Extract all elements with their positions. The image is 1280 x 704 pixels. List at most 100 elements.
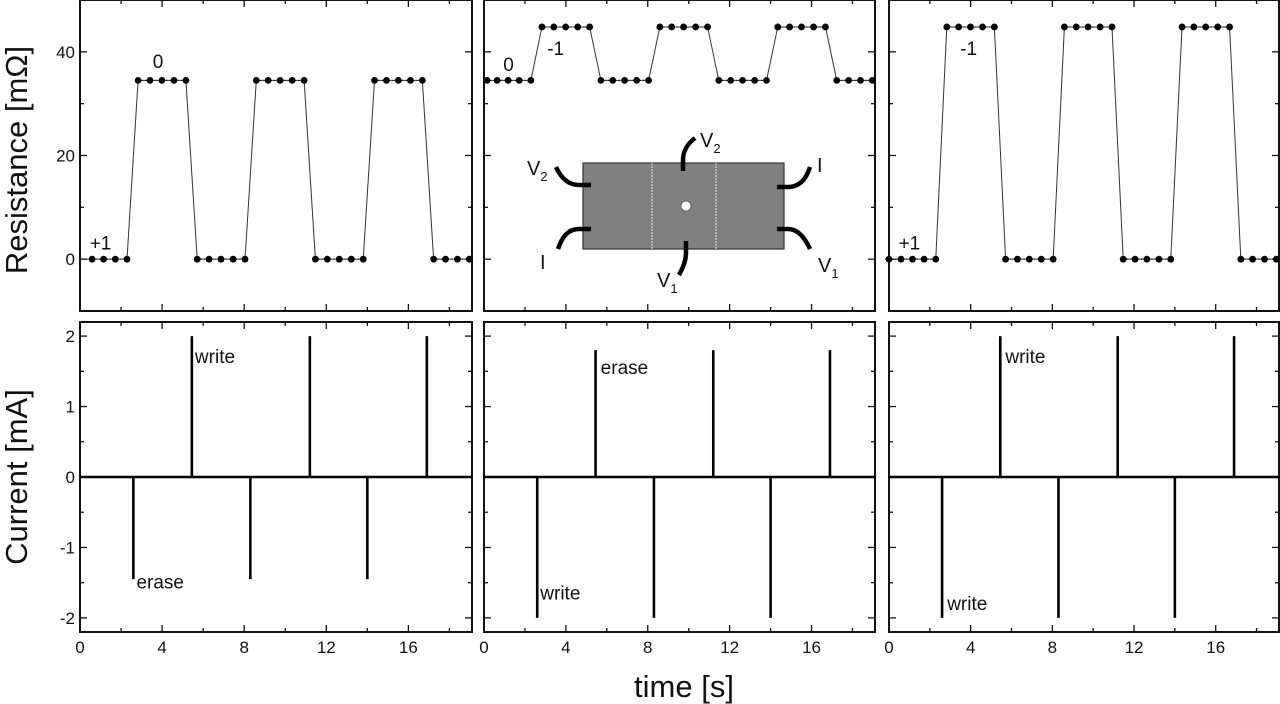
- resistance-line: [92, 79, 470, 260]
- data-point: [493, 76, 501, 84]
- data-point: [1249, 255, 1257, 263]
- x-tick-label: 8: [1048, 638, 1057, 657]
- data-point: [1261, 255, 1268, 263]
- x-tick-label: 12: [720, 638, 739, 657]
- data-point: [465, 255, 473, 263]
- data-point: [1226, 23, 1233, 31]
- data-point: [868, 76, 876, 84]
- annotation-label: +1: [90, 234, 112, 255]
- plot-frame: [79, 0, 473, 312]
- data-point: [739, 76, 746, 84]
- panel-bottom-right: 0 4 8 12 16 write write: [884, 321, 1280, 657]
- data-point: [158, 76, 166, 84]
- data-point: [430, 255, 438, 263]
- data-point: [822, 23, 829, 31]
- data-point: [252, 76, 260, 84]
- x-tick-label: 0: [479, 638, 488, 657]
- data-point: [857, 76, 864, 84]
- data-point: [111, 255, 119, 263]
- data-point: [418, 76, 426, 84]
- data-point: [920, 255, 928, 263]
- data-point: [1025, 255, 1033, 263]
- data-point: [1049, 255, 1057, 263]
- x-tick-label: 16: [1206, 638, 1225, 657]
- y-tick-label: 2: [66, 327, 75, 346]
- annotation-label: erase: [136, 573, 184, 594]
- data-point: [704, 23, 711, 31]
- annotation-label: write: [1004, 347, 1045, 368]
- panel-top-right: +1 -1: [885, 0, 1280, 312]
- label-v1-right: V1: [818, 255, 839, 281]
- data-point: [371, 76, 378, 84]
- data-point: [1037, 255, 1045, 263]
- data-point: [932, 255, 940, 263]
- data-point: [347, 255, 355, 263]
- data-point: [692, 23, 700, 31]
- data-point: [833, 76, 841, 84]
- data-point: [359, 255, 367, 263]
- data-point: [323, 255, 331, 263]
- data-point: [1237, 255, 1245, 263]
- plot-frame: [888, 0, 1280, 312]
- data-point: [515, 76, 523, 84]
- data-point: [264, 76, 272, 84]
- data-point: [312, 255, 319, 263]
- data-point: [538, 23, 546, 31]
- lead-v1-right: [777, 226, 813, 250]
- label-i-right: I: [817, 155, 823, 177]
- data-point: [123, 255, 131, 263]
- y-tick-label: -2: [60, 609, 75, 628]
- data-point: [586, 23, 594, 31]
- data-point: [597, 76, 605, 84]
- y-tick-label: 1: [66, 398, 75, 417]
- data-point: [1084, 23, 1092, 31]
- data-point: [550, 23, 558, 31]
- data-point: [633, 76, 641, 84]
- annotation-label: write: [194, 347, 235, 368]
- data-point: [1014, 255, 1021, 263]
- data-point: [1096, 23, 1104, 31]
- annotation-label: 0: [153, 52, 164, 73]
- data-point: [146, 76, 154, 84]
- x-tick-label: 0: [884, 638, 893, 657]
- data-point: [1131, 255, 1139, 263]
- data-point: [621, 76, 629, 84]
- data-point: [645, 76, 652, 84]
- data-point: [909, 255, 916, 263]
- bottom-y-axis-title: Current [mA]: [0, 389, 34, 565]
- x-tick-label: 4: [157, 638, 166, 657]
- data-point: [1178, 23, 1186, 31]
- x-tick-label: 8: [643, 638, 652, 657]
- label-v2-top: V2: [700, 130, 721, 156]
- label-i-left: I: [540, 252, 546, 274]
- data-point: [562, 23, 570, 31]
- x-tick-label: 16: [802, 638, 821, 657]
- data-point: [241, 255, 249, 263]
- data-point: [454, 255, 461, 263]
- data-point: [979, 23, 986, 31]
- y-tick-label: 40: [56, 43, 75, 62]
- lead-v2-left: [553, 166, 591, 188]
- data-point: [1143, 255, 1151, 263]
- annotation-label: -1: [547, 39, 564, 60]
- data-point: [574, 23, 582, 31]
- x-tick-label: 12: [1125, 638, 1144, 657]
- data-point: [727, 76, 735, 84]
- y-tick-label: 0: [66, 250, 75, 269]
- center-hole-icon: [680, 200, 692, 212]
- data-point: [1002, 255, 1009, 263]
- data-point: [229, 255, 237, 263]
- annotation-label: -1: [960, 39, 977, 60]
- data-point: [668, 23, 676, 31]
- data-point: [134, 76, 142, 84]
- data-point: [88, 255, 96, 263]
- x-tick-label: 8: [239, 638, 248, 657]
- lead-v1-bottom: [677, 241, 689, 277]
- resistance-line: [889, 26, 1277, 260]
- data-point: [609, 76, 617, 84]
- data-point: [383, 76, 390, 84]
- data-point: [786, 23, 794, 31]
- data-point: [217, 255, 225, 263]
- lead-v2-top: [680, 136, 697, 171]
